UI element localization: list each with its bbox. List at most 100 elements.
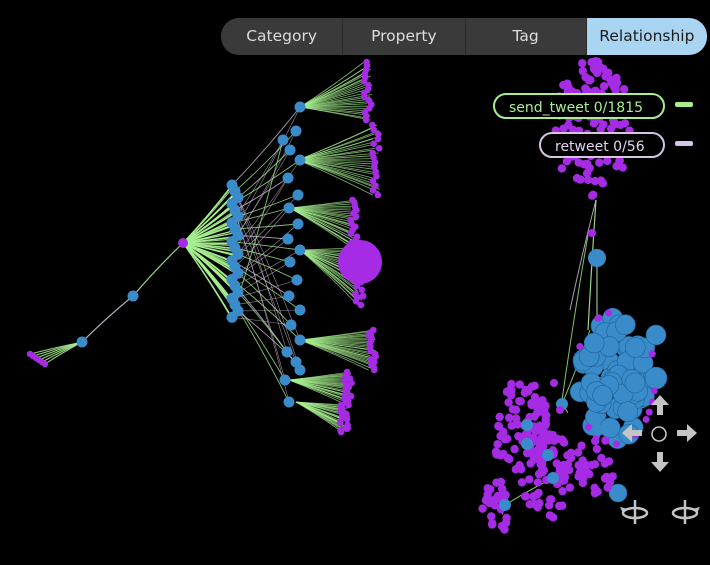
tweet-node[interactable] [374,135,382,143]
tweet-node[interactable] [557,164,567,173]
tweet-node[interactable] [482,494,491,504]
tweet-node[interactable] [608,472,617,481]
tweet-node[interactable] [478,504,487,513]
user-node[interactable] [499,499,511,511]
user-node[interactable] [284,256,296,268]
tweet-node[interactable] [491,447,501,456]
tweet-node[interactable] [650,387,658,395]
tab-category[interactable]: Category [221,18,344,55]
tweet-node[interactable] [592,68,602,78]
tweet-node[interactable] [645,408,653,416]
tweet-node[interactable] [375,145,383,152]
tweet-node[interactable] [603,156,612,166]
tweet-node[interactable] [487,512,496,521]
tweet-node[interactable] [526,459,535,468]
user-node[interactable] [226,311,238,323]
tweet-node[interactable] [559,124,568,133]
user-node[interactable] [290,125,302,137]
tweet-node[interactable] [578,478,588,488]
user-node[interactable] [624,372,646,394]
tweet-node[interactable] [590,176,600,186]
center-icon[interactable] [650,425,668,443]
tweet-node[interactable] [609,82,619,92]
user-node[interactable] [294,244,306,256]
tweet-node[interactable] [490,495,500,504]
tweet-node[interactable] [499,449,508,459]
tab-relationship[interactable]: Relationship [586,18,707,55]
tweet-node[interactable] [338,240,382,284]
tweet-node[interactable] [375,131,382,138]
tweet-node[interactable] [495,412,504,422]
tweet-node[interactable] [530,381,539,391]
tweet-node[interactable] [591,436,600,446]
tweet-node[interactable] [642,415,650,423]
user-node[interactable] [292,218,304,230]
tweet-node[interactable] [353,282,361,290]
tweet-node[interactable] [562,157,572,166]
user-node[interactable] [294,154,306,166]
user-node[interactable] [292,189,304,201]
tweet-node[interactable] [505,413,514,422]
tweet-node[interactable] [579,160,589,169]
user-node[interactable] [592,424,604,436]
user-node[interactable] [284,144,296,156]
tweet-node[interactable] [507,386,516,395]
user-node[interactable] [282,172,294,184]
tweet-node[interactable] [525,475,534,484]
tweet-node[interactable] [347,230,355,237]
tweet-node[interactable] [508,405,518,414]
tweet-node[interactable] [560,472,570,481]
tweet-node[interactable] [572,174,582,183]
user-node[interactable] [283,396,295,408]
tweet-node[interactable] [522,448,532,458]
tweet-node[interactable] [507,379,516,389]
tweet-node[interactable] [374,191,382,199]
tweet-node[interactable] [359,292,367,300]
tweet-node[interactable] [648,350,656,358]
user-node[interactable] [615,314,636,336]
tweet-node[interactable] [533,478,543,487]
tweet-node[interactable] [501,518,511,527]
tweet-node[interactable] [600,459,610,468]
rotate-left-icon[interactable] [620,498,650,526]
tweet-node[interactable] [517,478,527,487]
tweet-node[interactable] [616,120,625,130]
rotate-right-icon[interactable] [670,498,700,526]
user-node[interactable] [277,134,289,146]
user-node[interactable] [547,472,559,484]
tweet-node[interactable] [362,116,370,124]
tweet-node[interactable] [555,501,564,511]
tweet-node[interactable] [358,286,366,294]
tweet-node[interactable] [582,468,592,477]
user-node[interactable] [279,374,291,386]
user-node[interactable] [294,101,306,113]
tweet-node[interactable] [370,126,378,133]
tweet-node[interactable] [505,454,514,464]
tweet-node[interactable] [515,380,524,389]
legend-retweet[interactable]: retweet 0/56 [539,132,665,158]
tweet-node[interactable] [542,411,551,420]
tweet-node[interactable] [586,75,595,85]
tweet-node[interactable] [582,169,592,178]
tweet-node[interactable] [337,419,344,427]
tweet-node[interactable] [530,392,540,402]
tweet-node[interactable] [541,430,550,439]
user-node[interactable] [645,324,667,346]
tweet-node[interactable] [545,511,555,520]
tweet-node[interactable] [612,162,621,171]
tweet-node[interactable] [595,158,604,167]
tweet-node[interactable] [521,385,530,394]
tweet-node[interactable] [590,488,600,498]
tab-property[interactable]: Property [343,18,466,55]
tweet-node[interactable] [601,436,610,445]
tweet-node[interactable] [587,58,596,67]
user-node[interactable] [283,202,295,214]
tweet-node[interactable] [582,461,591,470]
tweet-node[interactable] [588,229,596,237]
tweet-node[interactable] [343,416,351,423]
user-node[interactable] [608,483,628,503]
user-node[interactable] [291,274,303,286]
tweet-node[interactable] [370,366,378,374]
tweet-node[interactable] [556,406,564,414]
